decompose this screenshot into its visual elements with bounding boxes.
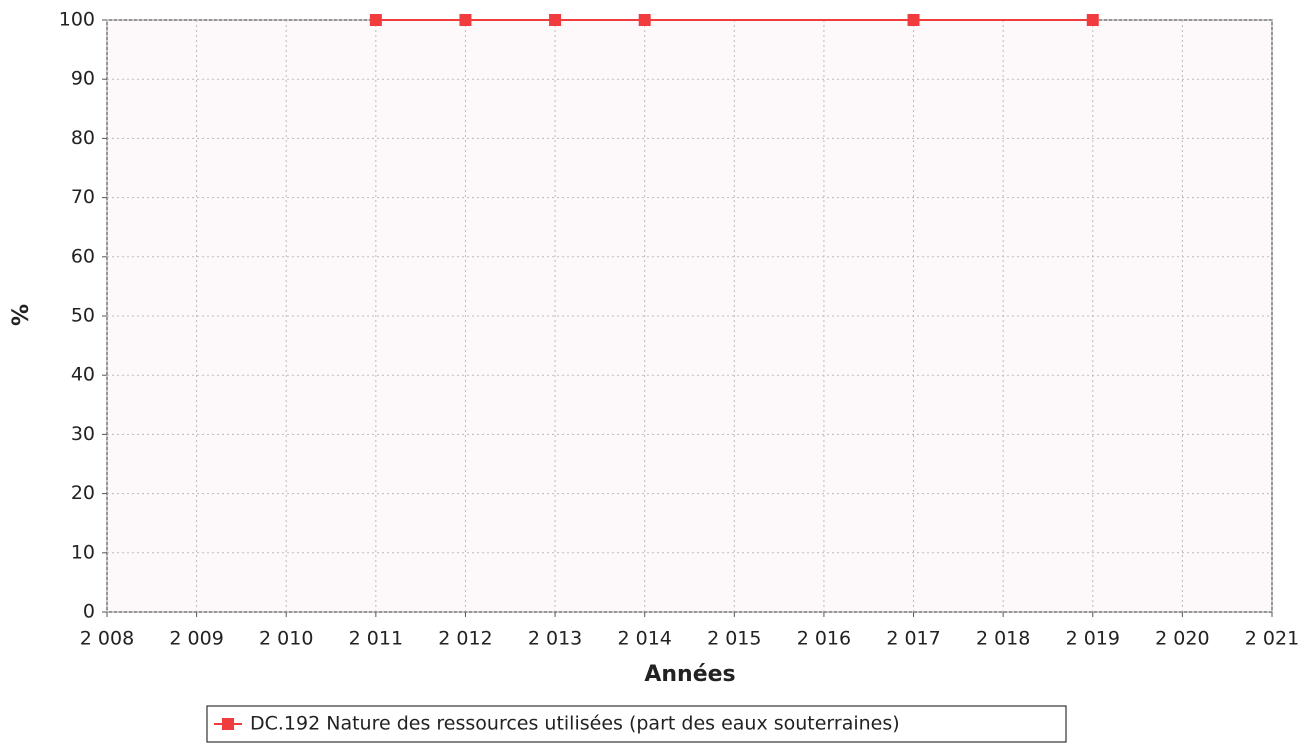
legend (206, 705, 1067, 743)
x-tick-label: 2 008 (80, 628, 134, 650)
data-point (459, 14, 472, 26)
data-point (1086, 14, 1099, 26)
y-tick-label: 70 (71, 186, 95, 208)
legend-label: DC.192 Nature des ressources utilisées (… (250, 713, 900, 735)
x-tick-label: 2 011 (349, 628, 403, 650)
y-tick-label: 30 (71, 423, 95, 445)
y-tick-label: 40 (71, 364, 95, 386)
y-tick-label: 20 (71, 482, 95, 504)
y-tick-label: 100 (59, 9, 95, 31)
y-axis-label: % (9, 304, 34, 326)
data-point (638, 14, 651, 26)
x-tick-label: 2 009 (169, 628, 223, 650)
y-tick-label: 50 (71, 305, 95, 327)
y-tick-label: 80 (71, 127, 95, 149)
x-tick-label: 2 019 (1066, 628, 1120, 650)
x-axis-label: Années (644, 662, 735, 687)
y-tick-label: 0 (83, 601, 95, 623)
data-point (907, 14, 920, 26)
x-tick-label: 2 017 (886, 628, 940, 650)
x-tick-label: 2 016 (797, 628, 851, 650)
data-point (369, 14, 382, 26)
x-tick-label: 2 012 (438, 628, 492, 650)
x-tick-label: 2 018 (976, 628, 1030, 650)
x-tick-label: 2 020 (1155, 628, 1209, 650)
y-tick-label: 10 (71, 541, 95, 563)
x-tick-label: 2 013 (528, 628, 582, 650)
x-tick-label: 2 021 (1245, 628, 1299, 650)
data-point (549, 14, 562, 26)
legend-marker (222, 718, 234, 730)
x-tick-label: 2 010 (259, 628, 313, 650)
x-tick-label: 2 015 (707, 628, 761, 650)
y-tick-label: 60 (71, 245, 95, 267)
x-tick-label: 2 014 (617, 628, 671, 650)
y-tick-label: 90 (71, 68, 95, 90)
